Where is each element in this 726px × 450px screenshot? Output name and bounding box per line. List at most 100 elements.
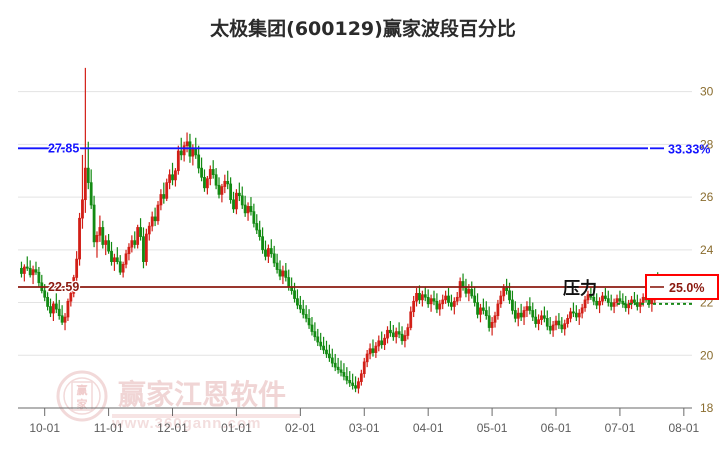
- candle-body[interactable]: [505, 287, 509, 291]
- candle-body[interactable]: [104, 240, 108, 245]
- candle-body[interactable]: [49, 306, 52, 314]
- candle-body[interactable]: [171, 174, 174, 181]
- candle-body[interactable]: [531, 310, 535, 318]
- candle-body[interactable]: [147, 225, 151, 235]
- candle-body[interactable]: [237, 192, 241, 197]
- candle-body[interactable]: [595, 300, 599, 306]
- candle-body[interactable]: [162, 194, 166, 199]
- candle-body[interactable]: [316, 336, 320, 343]
- candle-body[interactable]: [551, 324, 555, 331]
- candle-body[interactable]: [240, 195, 244, 206]
- candle-body[interactable]: [499, 295, 503, 305]
- candle-body[interactable]: [476, 302, 479, 315]
- candle-body[interactable]: [287, 277, 291, 288]
- candle-body[interactable]: [34, 269, 38, 273]
- candle-body[interactable]: [220, 186, 224, 195]
- candle-body[interactable]: [612, 302, 616, 307]
- candle-body[interactable]: [200, 167, 203, 178]
- candle-body[interactable]: [508, 290, 511, 301]
- candle-body[interactable]: [264, 249, 267, 257]
- candle-body[interactable]: [150, 216, 154, 227]
- lower-pct-badge[interactable]: 25.0%: [645, 273, 719, 300]
- candle-body[interactable]: [243, 204, 247, 214]
- candle-body[interactable]: [420, 294, 424, 301]
- candle-body[interactable]: [455, 296, 459, 302]
- candle-body[interactable]: [537, 319, 540, 324]
- candle-body[interactable]: [566, 318, 570, 324]
- candle-body[interactable]: [406, 327, 410, 336]
- candle-body[interactable]: [394, 331, 398, 338]
- candle-body[interactable]: [418, 293, 421, 301]
- candle-body[interactable]: [325, 349, 328, 355]
- candle-body[interactable]: [159, 194, 163, 206]
- candle-body[interactable]: [450, 302, 453, 307]
- candle-body[interactable]: [351, 382, 355, 386]
- candle-body[interactable]: [400, 333, 404, 342]
- candle-body[interactable]: [174, 170, 177, 181]
- candle-body[interactable]: [261, 236, 264, 251]
- candle-body[interactable]: [534, 316, 538, 324]
- candle-body[interactable]: [28, 267, 32, 276]
- candle-body[interactable]: [232, 199, 235, 210]
- candle-body[interactable]: [409, 311, 413, 328]
- candle-body[interactable]: [542, 315, 546, 319]
- candle-body[interactable]: [226, 180, 230, 185]
- candle-body[interactable]: [110, 250, 113, 262]
- candle-body[interactable]: [258, 229, 262, 237]
- candle-body[interactable]: [516, 312, 520, 319]
- candle-body[interactable]: [589, 294, 593, 298]
- candle-body[interactable]: [83, 167, 87, 201]
- candle-body[interactable]: [75, 258, 79, 278]
- candle-body[interactable]: [511, 299, 514, 311]
- candle-body[interactable]: [447, 295, 450, 303]
- candle-body[interactable]: [586, 294, 590, 301]
- candle-body[interactable]: [345, 376, 349, 381]
- candle-body[interactable]: [563, 323, 567, 330]
- candle-body[interactable]: [304, 314, 308, 319]
- candle-body[interactable]: [208, 169, 212, 179]
- candle-body[interactable]: [307, 318, 311, 326]
- candle-body[interactable]: [98, 227, 102, 236]
- candle-body[interactable]: [569, 311, 572, 319]
- candle-body[interactable]: [37, 271, 41, 284]
- candle-body[interactable]: [124, 253, 128, 265]
- candle-body[interactable]: [194, 148, 198, 156]
- candle-body[interactable]: [423, 294, 427, 298]
- candle-body[interactable]: [606, 298, 610, 303]
- candle-body[interactable]: [484, 310, 488, 317]
- candle-body[interactable]: [368, 348, 372, 355]
- candle-body[interactable]: [380, 340, 384, 346]
- candle-body[interactable]: [513, 310, 517, 319]
- candle-body[interactable]: [496, 303, 500, 317]
- candle-body[interactable]: [322, 345, 325, 351]
- candle-body[interactable]: [156, 204, 160, 222]
- candle-body[interactable]: [415, 293, 418, 302]
- candle-body[interactable]: [89, 182, 93, 206]
- candle-body[interactable]: [348, 380, 352, 384]
- candle-body[interactable]: [78, 217, 81, 260]
- candle-body[interactable]: [397, 331, 401, 335]
- candle-body[interactable]: [191, 148, 195, 157]
- candle-body[interactable]: [153, 216, 157, 222]
- candle-body[interactable]: [641, 296, 645, 303]
- candle-body[interactable]: [548, 325, 552, 331]
- candle-body[interactable]: [554, 320, 558, 326]
- candle-body[interactable]: [235, 192, 238, 210]
- candle-body[interactable]: [113, 257, 116, 262]
- candle-body[interactable]: [633, 299, 636, 303]
- candle-body[interactable]: [136, 227, 140, 245]
- candle-body[interactable]: [429, 298, 433, 305]
- candle-body[interactable]: [609, 302, 613, 307]
- candle-body[interactable]: [598, 300, 601, 306]
- candle-body[interactable]: [121, 264, 125, 273]
- candle-body[interactable]: [214, 174, 218, 186]
- candle-body[interactable]: [467, 289, 471, 294]
- candle-body[interactable]: [86, 167, 90, 183]
- candle-body[interactable]: [313, 331, 317, 338]
- candle-body[interactable]: [319, 341, 323, 347]
- candle-series[interactable]: [20, 67, 665, 394]
- candle-body[interactable]: [577, 312, 581, 318]
- candle-body[interactable]: [473, 295, 477, 303]
- candle-body[interactable]: [545, 318, 549, 327]
- candle-body[interactable]: [63, 316, 67, 323]
